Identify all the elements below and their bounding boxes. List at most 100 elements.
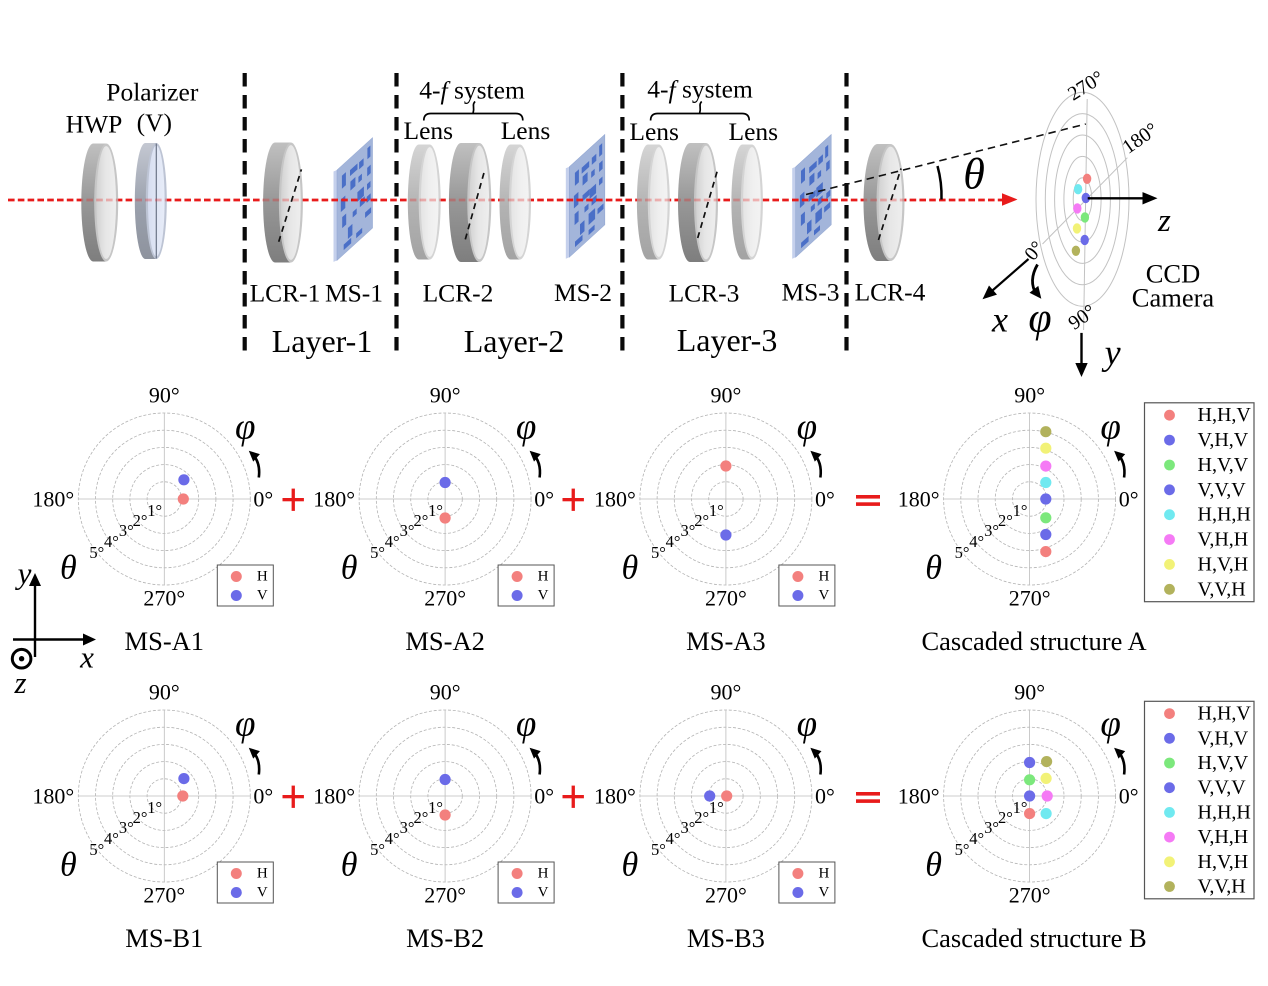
svg-text:φ: φ <box>797 407 817 448</box>
svg-text:1°: 1° <box>147 798 162 817</box>
svg-text:V: V <box>257 885 268 901</box>
svg-text:2°: 2° <box>413 808 428 827</box>
svg-text:V,H,H: V,H,H <box>1198 826 1249 848</box>
svg-text:180°: 180° <box>32 784 74 809</box>
svg-text:MS-2: MS-2 <box>554 278 612 307</box>
svg-text:MS-A3: MS-A3 <box>686 626 766 656</box>
svg-text:1°: 1° <box>1013 501 1028 520</box>
svg-text:V: V <box>538 588 549 604</box>
svg-text:270°: 270° <box>1009 883 1051 908</box>
svg-text:5°: 5° <box>370 840 385 859</box>
svg-text:θ: θ <box>341 550 358 587</box>
svg-text:0°: 0° <box>253 487 273 512</box>
svg-text:H,H,V: H,H,V <box>1198 404 1252 426</box>
svg-text:2°: 2° <box>133 808 148 827</box>
svg-text:φ: φ <box>235 407 255 448</box>
svg-text:H: H <box>538 866 549 882</box>
svg-text:θ: θ <box>963 150 985 199</box>
svg-text:4°: 4° <box>969 532 984 551</box>
svg-text:MS-B2: MS-B2 <box>406 923 484 953</box>
svg-text:φ: φ <box>516 704 536 745</box>
svg-text:1°: 1° <box>428 501 443 520</box>
svg-text:z: z <box>13 665 26 700</box>
svg-text:180°: 180° <box>594 487 636 512</box>
svg-text:Layer-3: Layer-3 <box>677 322 778 358</box>
svg-text:5°: 5° <box>651 543 666 562</box>
svg-text:5°: 5° <box>370 543 385 562</box>
svg-text:H,H,H: H,H,H <box>1198 504 1251 526</box>
svg-text:φ: φ <box>516 407 536 448</box>
svg-text:90°: 90° <box>710 383 741 408</box>
svg-text:H,V,H: H,V,H <box>1198 851 1249 873</box>
svg-text:φ: φ <box>1028 296 1051 342</box>
svg-text:90°: 90° <box>1014 383 1045 408</box>
svg-text:y: y <box>1102 333 1121 373</box>
svg-text:V,H,V: V,H,V <box>1198 727 1249 749</box>
svg-text:90°: 90° <box>430 680 461 705</box>
svg-text:Cascaded structure A: Cascaded structure A <box>922 626 1147 656</box>
svg-text:5°: 5° <box>89 543 104 562</box>
svg-text:1°: 1° <box>1013 798 1028 817</box>
svg-text:LCR-2: LCR-2 <box>423 279 494 308</box>
svg-text:φ: φ <box>235 704 255 745</box>
svg-text:2°: 2° <box>133 511 148 530</box>
svg-text:y: y <box>15 556 32 591</box>
svg-text:2°: 2° <box>998 511 1013 530</box>
svg-text:Lens: Lens <box>404 116 454 145</box>
svg-text:4-f system: 4-f system <box>647 75 753 104</box>
svg-text:V: V <box>818 885 829 901</box>
svg-text:MS-3: MS-3 <box>781 278 839 307</box>
svg-text:4°: 4° <box>666 829 681 848</box>
svg-text:MS-A1: MS-A1 <box>125 626 205 656</box>
svg-text:270°: 270° <box>424 883 466 908</box>
svg-text:180°: 180° <box>32 487 74 512</box>
svg-text:4°: 4° <box>385 829 400 848</box>
svg-text:φ: φ <box>1100 704 1120 745</box>
svg-text:5°: 5° <box>955 543 970 562</box>
svg-text:4-f system: 4-f system <box>419 76 525 105</box>
svg-text:3°: 3° <box>680 521 695 540</box>
svg-text:H,V,V: H,V,V <box>1198 752 1249 774</box>
svg-text:H,H,V: H,H,V <box>1198 703 1252 725</box>
svg-text:270°: 270° <box>705 586 747 611</box>
svg-text:φ: φ <box>1100 407 1120 448</box>
svg-text:2°: 2° <box>413 511 428 530</box>
svg-text:2°: 2° <box>694 808 709 827</box>
svg-text:Layer-2: Layer-2 <box>464 323 565 359</box>
svg-text:LCR-4: LCR-4 <box>855 278 926 307</box>
svg-text:V: V <box>257 588 268 604</box>
svg-text:θ: θ <box>341 847 358 884</box>
svg-text:90°: 90° <box>710 680 741 705</box>
svg-text:Camera: Camera <box>1132 283 1215 313</box>
svg-text:θ: θ <box>622 550 639 587</box>
svg-text:4°: 4° <box>385 532 400 551</box>
svg-text:180°: 180° <box>594 784 636 809</box>
svg-text:(V): (V) <box>137 108 172 137</box>
svg-text:Layer-1: Layer-1 <box>272 323 373 359</box>
svg-text:H: H <box>538 569 549 585</box>
svg-text:H: H <box>257 569 268 585</box>
svg-text:H,V,V: H,V,V <box>1198 454 1249 476</box>
svg-text:2°: 2° <box>694 511 709 530</box>
svg-text:3°: 3° <box>680 818 695 837</box>
svg-text:H,V,H: H,V,H <box>1198 553 1249 575</box>
svg-text:3°: 3° <box>119 521 134 540</box>
svg-text:4°: 4° <box>666 532 681 551</box>
svg-text:1°: 1° <box>709 501 724 520</box>
svg-text:Lens: Lens <box>629 117 679 146</box>
svg-text:0°: 0° <box>815 784 835 809</box>
svg-text:4°: 4° <box>969 829 984 848</box>
svg-text:θ: θ <box>60 550 77 587</box>
svg-text:4°: 4° <box>104 829 119 848</box>
svg-text:Lens: Lens <box>729 117 779 146</box>
svg-text:LCR-3: LCR-3 <box>669 279 740 308</box>
svg-text:V,V,V: V,V,V <box>1198 777 1247 799</box>
svg-text:θ: θ <box>622 847 639 884</box>
svg-text:θ: θ <box>925 550 942 587</box>
svg-text:φ: φ <box>797 704 817 745</box>
svg-text:V,V,H: V,V,H <box>1198 578 1246 600</box>
svg-text:H: H <box>257 866 268 882</box>
svg-text:4°: 4° <box>104 532 119 551</box>
svg-text:1°: 1° <box>147 501 162 520</box>
svg-text:90°: 90° <box>149 680 180 705</box>
